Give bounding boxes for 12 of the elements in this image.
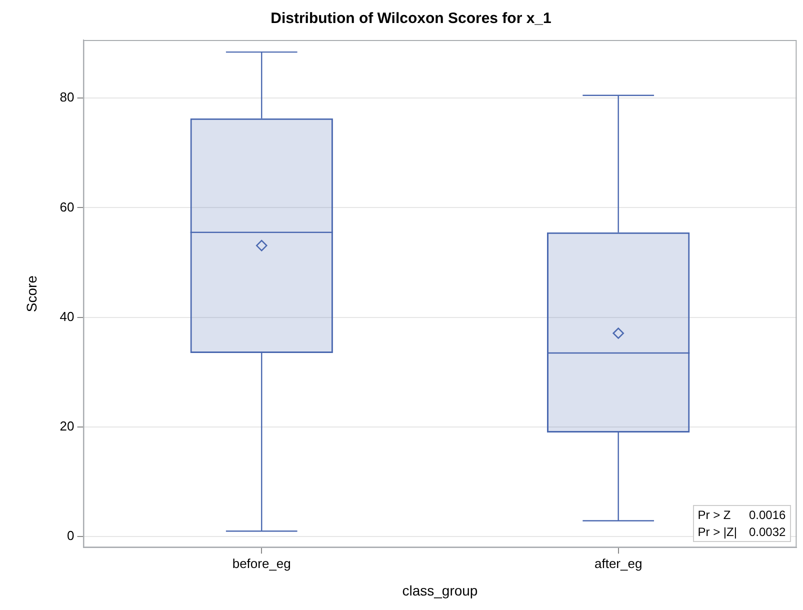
chart-title: Distribution of Wilcoxon Scores for x_1 [270, 10, 552, 28]
y-axis-title: Score [23, 275, 40, 312]
x-axis-title: class_group [402, 582, 478, 598]
y-tick-label: 40 [60, 308, 74, 324]
x-tick-label: after_eg [594, 556, 642, 571]
y-tick-label: 60 [60, 199, 74, 214]
x-tick-label: before_eg [232, 556, 291, 571]
annotation: Pr > |Z| 0.0032 [698, 524, 786, 539]
y-tick-label: 80 [60, 90, 74, 105]
y-tick-label: 20 [60, 418, 74, 434]
text: Pr > Z 0.0016 [698, 508, 786, 522]
y-tick-label: 0 [67, 528, 74, 544]
